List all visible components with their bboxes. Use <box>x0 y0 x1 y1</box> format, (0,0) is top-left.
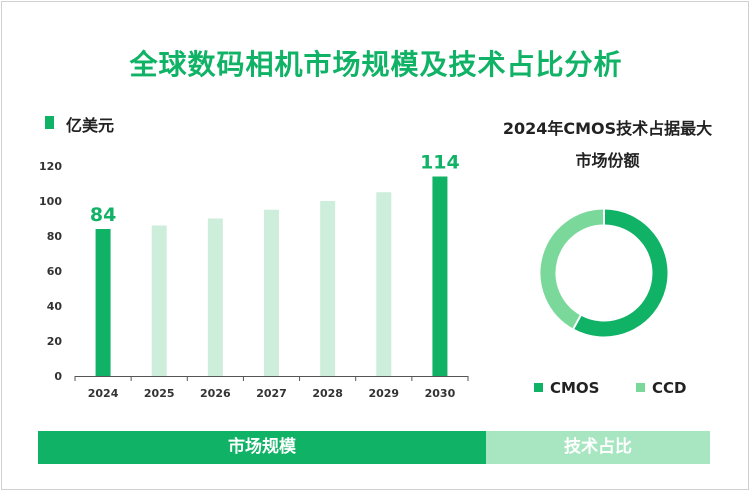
bar-2024 <box>95 229 111 376</box>
bar-2029 <box>376 192 392 376</box>
data-label: 84 <box>90 204 116 226</box>
x-tick-label: 2028 <box>312 387 343 400</box>
x-tick-label: 2029 <box>368 387 399 400</box>
legend-label-ccd: CCD <box>652 379 687 397</box>
y-tick-label: 20 <box>47 335 63 348</box>
x-tick-label: 2026 <box>200 387 231 400</box>
legend-swatch-ccd <box>636 383 645 392</box>
x-tick-label: 2024 <box>88 387 119 400</box>
legend-swatch-cmos <box>534 383 543 392</box>
donut-gap <box>572 314 582 331</box>
unit-label: 亿美元 <box>66 116 115 135</box>
bar-2025 <box>151 225 167 376</box>
data-label: 114 <box>420 152 460 174</box>
bar-2030 <box>432 176 448 376</box>
tab-market-size[interactable]: 市场规模 <box>38 431 486 464</box>
page-title: 全球数码相机市场规模及技术占比分析 <box>129 48 623 81</box>
bar-2026 <box>207 218 223 376</box>
y-tick-label: 40 <box>47 300 63 313</box>
x-tick-label: 2027 <box>256 387 287 400</box>
unit-legend-swatch <box>45 116 54 129</box>
bar-2027 <box>264 209 279 376</box>
y-tick-label: 0 <box>54 370 62 383</box>
donut-slice-ccd <box>540 209 605 329</box>
legend-cmos: CMOS <box>534 379 600 397</box>
y-tick-label: 100 <box>39 195 62 208</box>
y-tick-label: 120 <box>39 160 62 173</box>
x-tick-label: 2030 <box>425 387 456 400</box>
tab-tech-share[interactable]: 技术占比 <box>486 431 710 464</box>
legend-label-cmos: CMOS <box>550 379 600 397</box>
x-tick-label: 2025 <box>144 387 175 400</box>
donut-slice-cmos <box>573 209 668 337</box>
donut-title: 2024年CMOS技术占据最大市场份额 <box>502 119 713 170</box>
legend-ccd: CCD <box>636 379 686 397</box>
y-tick-label: 80 <box>47 230 63 243</box>
y-tick-label: 60 <box>47 265 63 278</box>
bar-2028 <box>320 201 336 376</box>
